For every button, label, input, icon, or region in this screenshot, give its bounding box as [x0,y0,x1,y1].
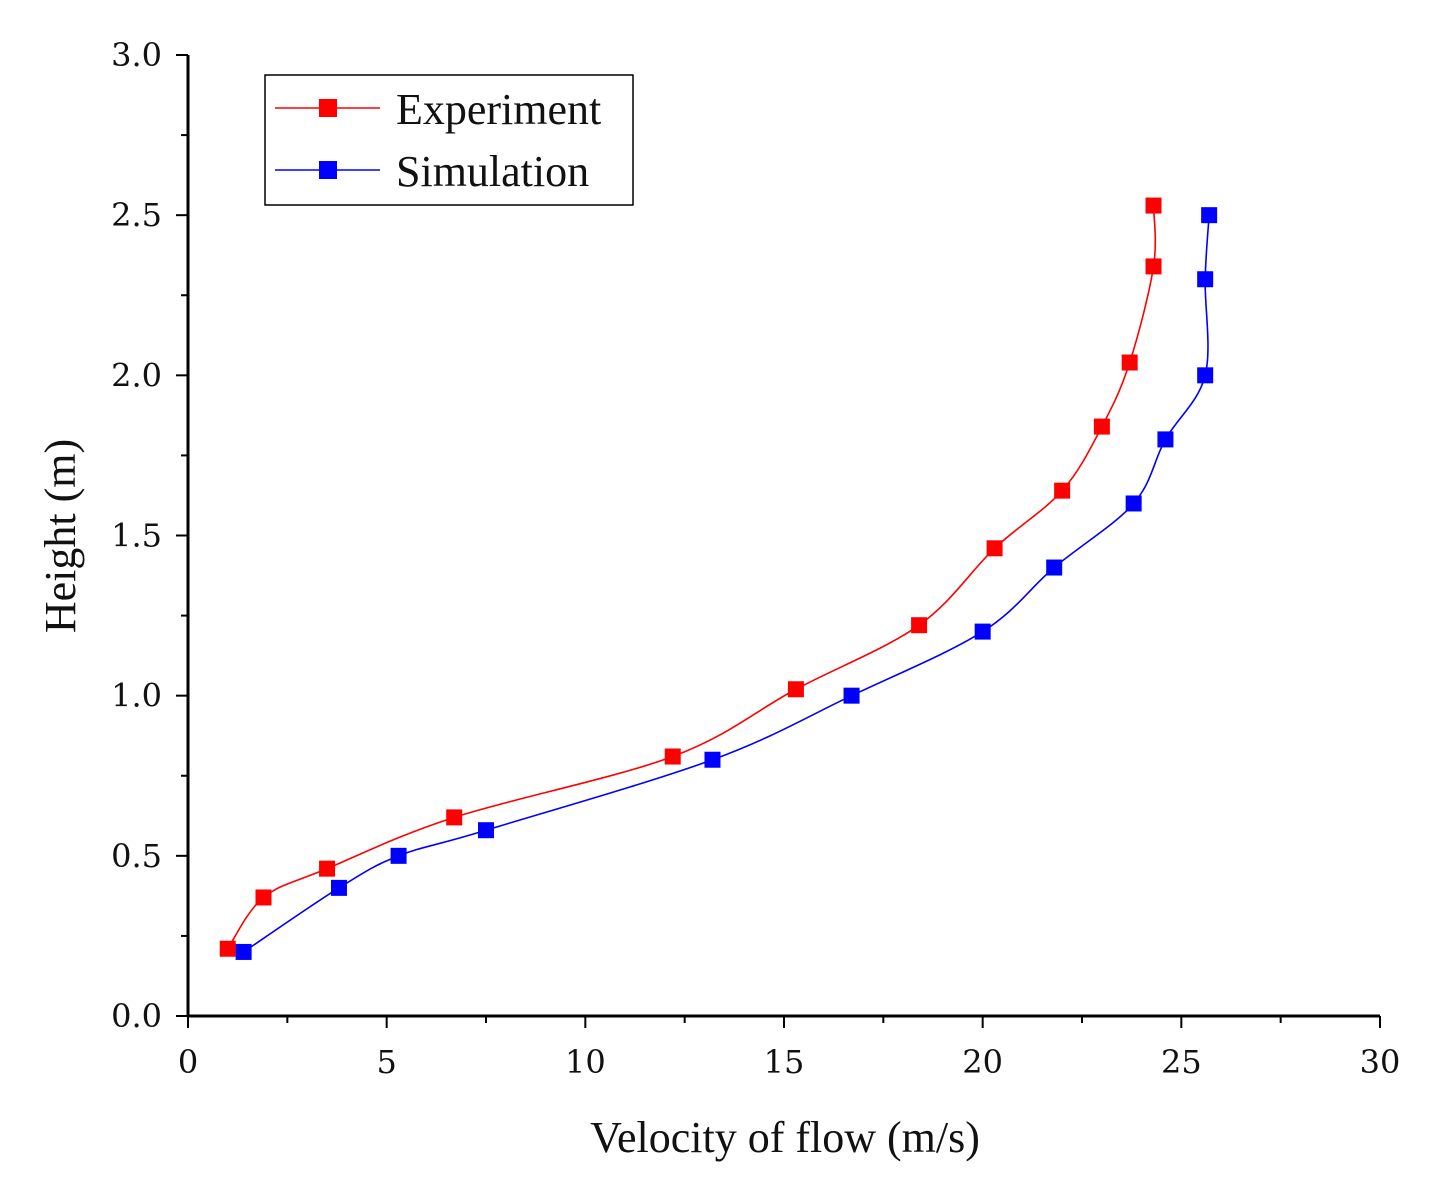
legend-marker-simulation [319,161,337,179]
legend: Experiment Simulation [264,74,634,206]
x-tick-label: 5 [376,1043,396,1081]
y-tick-label: 2.0 [111,356,162,394]
data-point-simulation [974,623,991,640]
y-tick-label: 0.5 [111,837,162,875]
chart-axes: 0 5 10 15 20 25 30 0.0 0.5 1.0 1.5 2.0 2.5 3.0 [111,36,1400,1081]
chart-series [219,197,1218,960]
series-simulation [235,207,1218,960]
series-line-experiment [227,205,1157,950]
x-tick-label: 10 [565,1043,606,1081]
data-point-experiment [219,940,236,957]
data-point-simulation [1125,495,1142,512]
y-axis-title: Height (m) [36,439,85,633]
x-tick-label: 25 [1161,1043,1202,1081]
x-tick-label: 30 [1360,1043,1401,1081]
data-point-simulation [1157,431,1174,448]
y-tick-label: 1.0 [111,677,162,715]
data-point-experiment [319,860,336,877]
x-tick-label: 0 [178,1043,198,1081]
data-point-experiment [911,617,928,634]
data-point-simulation [235,943,252,960]
y-tick-label: 2.5 [111,196,162,234]
y-tick-label: 1.5 [111,517,162,555]
data-point-experiment [1145,258,1162,275]
data-point-simulation [704,751,721,768]
y-tick-label: 0.0 [111,997,162,1035]
data-point-experiment [255,889,272,906]
data-point-simulation [390,847,407,864]
legend-box [264,74,634,206]
legend-marker-experiment [319,99,337,117]
data-point-simulation [843,687,860,704]
data-point-simulation [478,822,494,839]
data-point-experiment [1054,482,1071,499]
data-point-simulation [330,879,347,896]
series-experiment [219,197,1162,957]
legend-label-simulation: Simulation [396,147,589,196]
x-tick-label: 15 [764,1043,805,1081]
x-axis-title: Velocity of flow (m/s) [590,1113,980,1162]
data-point-simulation [1197,271,1214,288]
data-point-experiment [986,540,1003,557]
legend-label-experiment: Experiment [396,85,601,134]
x-tick-label: 20 [962,1043,1003,1081]
data-point-experiment [664,748,681,765]
data-point-experiment [1145,197,1162,214]
data-point-experiment [1121,354,1138,371]
y-tick-label: 3.0 [111,36,162,74]
data-point-experiment [787,681,804,698]
data-point-simulation [1197,367,1214,384]
data-point-simulation [1201,207,1218,224]
data-point-simulation [1046,559,1063,576]
data-point-experiment [1093,418,1110,435]
data-point-experiment [446,809,463,826]
